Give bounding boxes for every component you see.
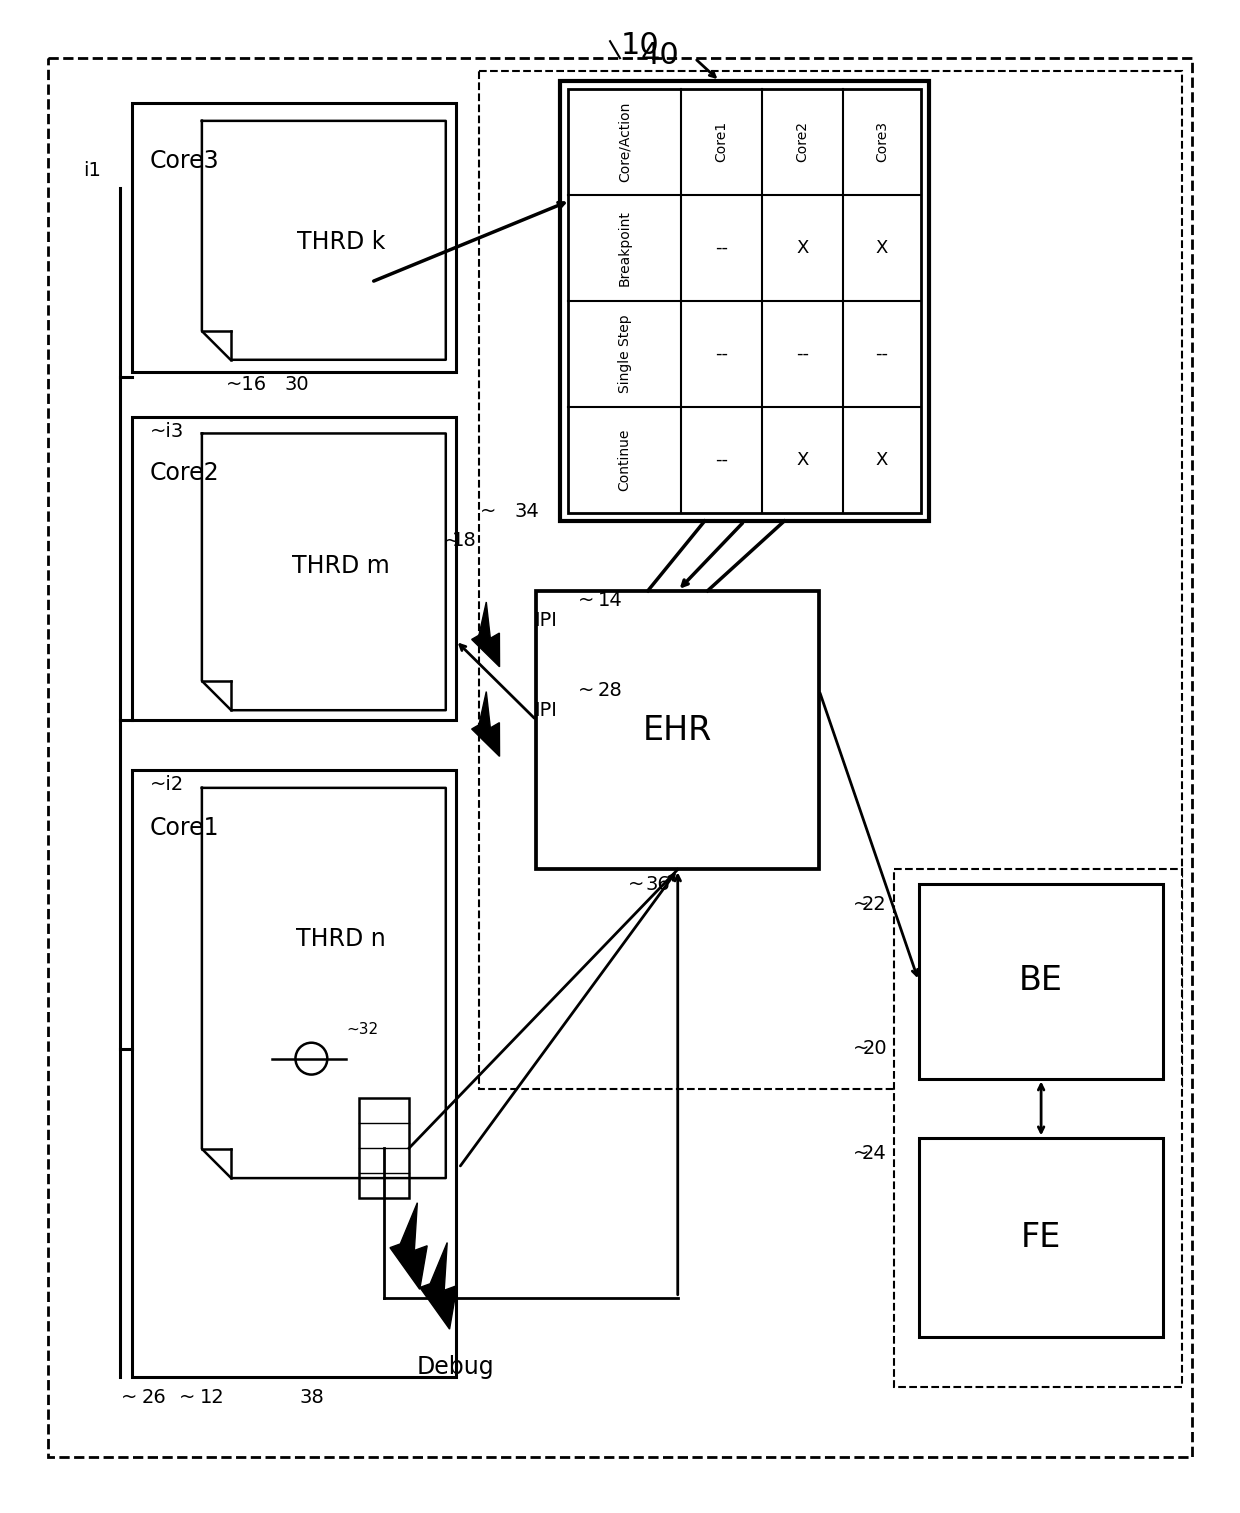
Text: EHR: EHR (644, 714, 713, 746)
Text: 38: 38 (299, 1387, 324, 1407)
Text: ~: ~ (122, 1387, 138, 1407)
Text: ~: ~ (853, 1144, 869, 1162)
Text: Debug: Debug (417, 1356, 495, 1380)
Text: IPI: IPI (534, 611, 557, 629)
Text: THRD k: THRD k (298, 230, 386, 254)
Text: ~32: ~32 (346, 1021, 378, 1036)
Text: 20: 20 (862, 1039, 887, 1058)
Text: 24: 24 (862, 1144, 887, 1162)
Bar (919, 885, 1163, 1079)
Text: 36: 36 (646, 875, 670, 894)
Text: --: -- (796, 345, 808, 363)
Text: Core3: Core3 (875, 121, 889, 162)
Text: 34: 34 (515, 502, 539, 520)
Text: 18: 18 (451, 531, 476, 551)
Text: 22: 22 (862, 894, 887, 914)
Text: ~: ~ (179, 1387, 195, 1407)
Text: Continue: Continue (618, 428, 631, 492)
Bar (479, 71, 1183, 1088)
Text: THRD m: THRD m (293, 554, 391, 578)
Text: Single Step: Single Step (618, 315, 631, 393)
Text: --: -- (715, 345, 728, 363)
Polygon shape (471, 602, 500, 667)
Text: Core/Action: Core/Action (618, 101, 631, 182)
Text: 10: 10 (620, 32, 660, 61)
Text: ~: ~ (627, 875, 644, 894)
Text: Core2: Core2 (150, 461, 219, 486)
Text: Core1: Core1 (150, 816, 219, 840)
Text: 26: 26 (141, 1387, 166, 1407)
Bar (919, 1138, 1163, 1337)
Text: Breakpoint: Breakpoint (618, 210, 631, 286)
Text: X: X (875, 239, 888, 257)
Text: 14: 14 (598, 592, 622, 610)
Text: BE: BE (1019, 964, 1063, 997)
Text: i1: i1 (83, 162, 102, 180)
Text: ~: ~ (578, 592, 594, 610)
Text: 30: 30 (284, 375, 309, 395)
Text: THRD n: THRD n (296, 927, 386, 952)
Bar (360, 1098, 409, 1198)
Polygon shape (420, 1242, 458, 1328)
Text: 12: 12 (200, 1387, 224, 1407)
Text: 40: 40 (640, 41, 680, 70)
Text: X: X (796, 451, 808, 469)
Text: ~: ~ (444, 531, 461, 551)
Text: 28: 28 (598, 681, 622, 701)
Text: FE: FE (1021, 1221, 1061, 1254)
Text: IPI: IPI (534, 701, 557, 720)
Bar (560, 82, 929, 520)
Bar (894, 870, 1183, 1387)
Bar (133, 103, 456, 372)
Polygon shape (391, 1203, 428, 1289)
Text: X: X (875, 451, 888, 469)
Text: Core3: Core3 (150, 148, 219, 172)
Text: --: -- (875, 345, 888, 363)
Text: ~: ~ (578, 681, 594, 701)
Text: --: -- (715, 451, 728, 469)
Polygon shape (471, 691, 500, 756)
Text: ~: ~ (480, 502, 496, 520)
Text: --: -- (715, 239, 728, 257)
Text: ~: ~ (853, 1039, 869, 1058)
Bar (133, 770, 456, 1377)
Bar (133, 416, 456, 720)
Text: ~16: ~16 (226, 375, 268, 395)
Text: ~i3: ~i3 (150, 422, 185, 440)
Text: X: X (796, 239, 808, 257)
Bar (537, 590, 820, 870)
Text: ~: ~ (853, 894, 869, 914)
Text: ~i2: ~i2 (150, 775, 185, 794)
Bar (568, 89, 920, 513)
Text: Core1: Core1 (714, 121, 729, 162)
Text: Core2: Core2 (796, 121, 810, 162)
